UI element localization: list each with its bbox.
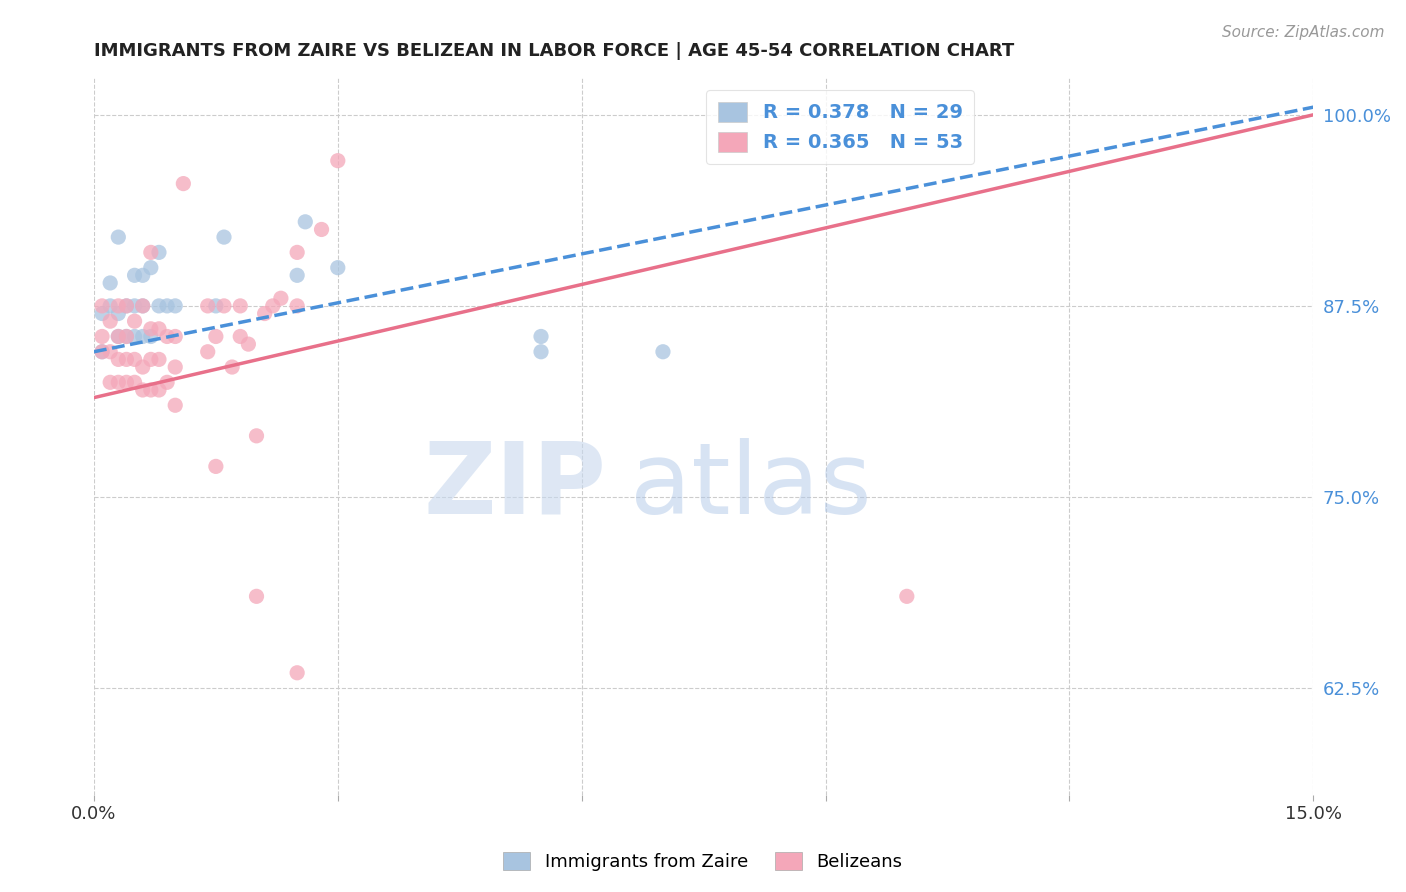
Point	[148, 245, 170, 260]
Point	[107, 329, 129, 343]
Point	[131, 268, 153, 283]
Point	[156, 329, 179, 343]
Point	[139, 383, 162, 397]
Point	[107, 376, 129, 390]
Point	[115, 299, 138, 313]
Point	[896, 590, 918, 604]
Point	[124, 299, 146, 313]
Point	[253, 306, 276, 320]
Point	[107, 230, 129, 244]
Point	[285, 299, 308, 313]
Point	[165, 329, 187, 343]
Point	[245, 590, 267, 604]
Point	[285, 268, 308, 283]
Point	[98, 376, 121, 390]
Point	[107, 329, 129, 343]
Point	[98, 314, 121, 328]
Point	[115, 329, 138, 343]
Point	[148, 299, 170, 313]
Legend: R = 0.378   N = 29, R = 0.365   N = 53: R = 0.378 N = 29, R = 0.365 N = 53	[706, 90, 974, 164]
Point	[131, 299, 153, 313]
Text: atlas: atlas	[630, 438, 872, 534]
Text: ZIP: ZIP	[423, 438, 606, 534]
Point	[205, 299, 228, 313]
Point	[131, 359, 153, 374]
Point	[652, 344, 675, 359]
Point	[98, 299, 121, 313]
Point	[172, 177, 194, 191]
Point	[107, 352, 129, 367]
Point	[311, 222, 333, 236]
Text: IMMIGRANTS FROM ZAIRE VS BELIZEAN IN LABOR FORCE | AGE 45-54 CORRELATION CHART: IMMIGRANTS FROM ZAIRE VS BELIZEAN IN LAB…	[94, 42, 1014, 60]
Point	[229, 299, 252, 313]
Point	[530, 344, 553, 359]
Point	[115, 376, 138, 390]
Point	[124, 329, 146, 343]
Point	[148, 352, 170, 367]
Point	[197, 299, 219, 313]
Point	[165, 299, 187, 313]
Point	[139, 245, 162, 260]
Point	[98, 276, 121, 290]
Point	[205, 459, 228, 474]
Point	[107, 306, 129, 320]
Legend: Immigrants from Zaire, Belizeans: Immigrants from Zaire, Belizeans	[496, 845, 910, 879]
Point	[165, 359, 187, 374]
Point	[131, 299, 153, 313]
Point	[205, 329, 228, 343]
Point	[270, 291, 292, 305]
Text: Source: ZipAtlas.com: Source: ZipAtlas.com	[1222, 25, 1385, 40]
Point	[115, 329, 138, 343]
Point	[285, 245, 308, 260]
Point	[115, 299, 138, 313]
Point	[98, 344, 121, 359]
Point	[238, 337, 260, 351]
Point	[221, 359, 243, 374]
Point	[139, 329, 162, 343]
Point	[124, 268, 146, 283]
Point	[115, 352, 138, 367]
Point	[326, 260, 349, 275]
Point	[91, 329, 114, 343]
Point	[131, 383, 153, 397]
Point	[148, 383, 170, 397]
Point	[156, 299, 179, 313]
Point	[245, 429, 267, 443]
Point	[124, 376, 146, 390]
Point	[326, 153, 349, 168]
Point	[139, 352, 162, 367]
Point	[294, 215, 316, 229]
Point	[165, 398, 187, 412]
Point	[262, 299, 284, 313]
Point	[131, 329, 153, 343]
Point	[124, 352, 146, 367]
Point	[91, 299, 114, 313]
Point	[107, 299, 129, 313]
Point	[148, 322, 170, 336]
Point	[139, 260, 162, 275]
Point	[530, 329, 553, 343]
Point	[156, 376, 179, 390]
Point	[212, 230, 235, 244]
Point	[197, 344, 219, 359]
Point	[91, 344, 114, 359]
Point	[91, 306, 114, 320]
Point	[285, 665, 308, 680]
Point	[212, 299, 235, 313]
Point	[91, 344, 114, 359]
Point	[139, 322, 162, 336]
Point	[124, 314, 146, 328]
Point	[229, 329, 252, 343]
